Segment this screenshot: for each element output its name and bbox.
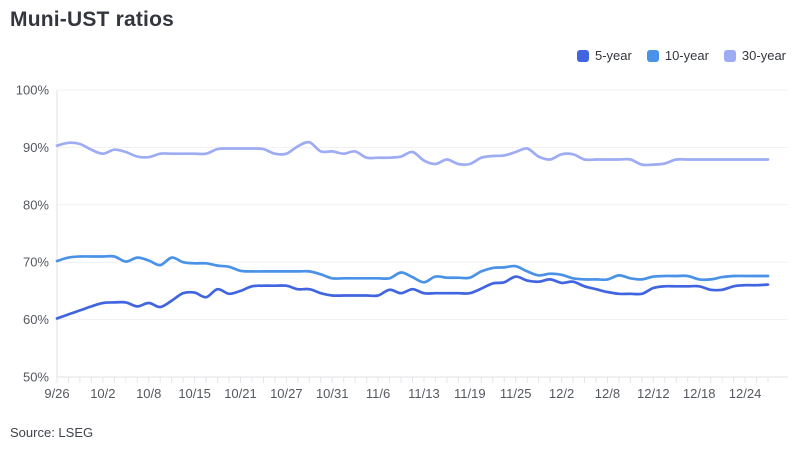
x-tick-label: 11/25 [500, 386, 532, 401]
legend-item-5-year[interactable]: 5-year [576, 48, 632, 63]
series-line-5-year [55, 275, 770, 320]
y-tick-label: 70% [23, 255, 49, 270]
legend-label: 30-year [741, 48, 786, 63]
x-tick-label: 10/15 [178, 386, 211, 401]
x-tick-label: 12/8 [595, 386, 620, 401]
legend-swatch-10-year-icon [646, 49, 659, 62]
legend-swatch-30-year-icon [723, 49, 736, 62]
y-tick-label: 80% [23, 197, 49, 212]
legend-label: 5-year [594, 48, 632, 63]
x-tick-label: 12/2 [549, 386, 574, 401]
series-line-10-year [55, 254, 770, 284]
x-tick-label: 11/13 [408, 386, 440, 401]
y-tick-label: 100% [16, 83, 50, 98]
y-tick-label: 60% [23, 312, 49, 327]
series-line-30-year [55, 140, 770, 167]
x-tick-label: 10/2 [90, 386, 115, 401]
x-tick-label: 11/19 [454, 386, 486, 401]
x-tick-label: 12/18 [683, 386, 716, 401]
source-note: Source: LSEG [10, 425, 94, 440]
x-tick-label: 10/8 [136, 386, 161, 401]
x-tick-label: 9/26 [44, 386, 69, 401]
legend-label: 10-year [664, 48, 709, 63]
axes [56, 90, 772, 383]
x-tick-label: 11/6 [366, 386, 390, 401]
legend-swatch-5-year-icon [576, 49, 589, 62]
x-tick-label: 12/12 [637, 386, 670, 401]
chart-legend: 5-year 10-year 30-year [576, 48, 786, 63]
y-tick-label: 90% [23, 140, 49, 155]
x-tick-label: 12/24 [729, 386, 762, 401]
y-tick-label: 50% [23, 370, 49, 385]
legend-item-10-year[interactable]: 10-year [646, 48, 709, 63]
x-tick-label: 10/31 [316, 386, 349, 401]
x-tick-label: 10/21 [224, 386, 257, 401]
series-lines [55, 140, 770, 320]
page-title: Muni-UST ratios [10, 8, 174, 31]
axis-labels: 50% 60% 70% 80% 90% 100% 9/26 10/2 10/8 10/15 10/2… [16, 83, 762, 402]
gridlines [57, 89, 788, 378]
x-tick-label: 10/27 [270, 386, 303, 401]
legend-item-30-year[interactable]: 30-year [723, 48, 786, 63]
